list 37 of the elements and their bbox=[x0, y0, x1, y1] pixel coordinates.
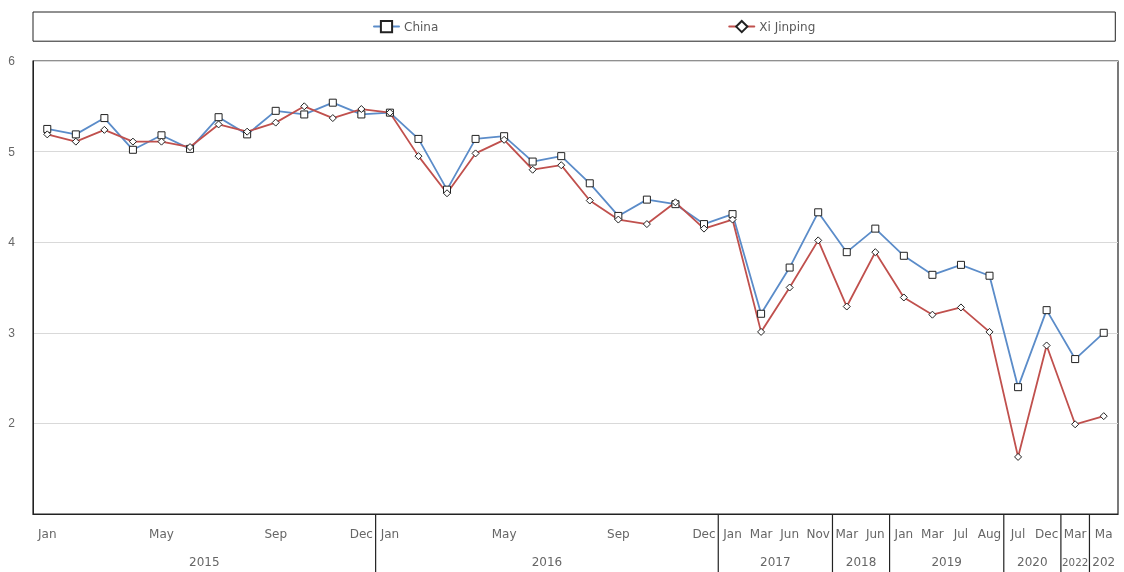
x-tick-label: Jan bbox=[722, 527, 742, 541]
text: 2016 bbox=[531, 555, 563, 569]
x-tick-label: Mar bbox=[1063, 527, 1087, 541]
legend-label: Xi Jinping bbox=[759, 19, 816, 34]
x-tick-label: Ma bbox=[1094, 527, 1113, 541]
y-tick-label: 2 bbox=[8, 416, 16, 431]
x-tick-label: Nov bbox=[806, 527, 830, 541]
x-tick-label: Mar bbox=[921, 527, 944, 541]
x-tick-label: Jan bbox=[893, 527, 914, 541]
x-tick-label: Aug bbox=[977, 527, 1002, 541]
x-tick-label: Mar bbox=[749, 527, 773, 541]
x-tick-label: Dec bbox=[349, 527, 373, 541]
text: 202 bbox=[1092, 555, 1116, 569]
x-tick-label: Jan bbox=[37, 527, 57, 541]
legend-label: China bbox=[404, 19, 439, 34]
x-tick-label: Dec bbox=[1035, 527, 1059, 541]
x-tick-label: Jul bbox=[1009, 527, 1026, 541]
text: 2018 bbox=[845, 555, 877, 569]
x-tick-label: Jun bbox=[779, 527, 800, 541]
x-tick-label: Sep bbox=[264, 527, 288, 541]
text: 2019 bbox=[931, 555, 962, 569]
y-tick-label: 3 bbox=[8, 325, 16, 340]
text: 2015 bbox=[189, 555, 220, 569]
text: 2017 bbox=[760, 555, 791, 569]
x-tick-label: May bbox=[491, 527, 517, 541]
y-tick-label: 6 bbox=[8, 54, 16, 68]
x-tick-label: Dec bbox=[692, 527, 716, 541]
x-tick-label: Mar bbox=[835, 527, 859, 541]
x-tick-label: Jun bbox=[864, 527, 885, 541]
x-tick-label: May bbox=[149, 527, 174, 541]
y-tick-label: 5 bbox=[8, 144, 16, 159]
y-tick-label: 4 bbox=[8, 235, 16, 250]
x-tick-label: Sep bbox=[607, 527, 630, 541]
text: 2020 bbox=[1017, 555, 1048, 569]
x-tick-label: Jan bbox=[379, 527, 400, 541]
x-tick-label: Jul bbox=[952, 527, 969, 541]
text: 2022 bbox=[1062, 556, 1089, 568]
